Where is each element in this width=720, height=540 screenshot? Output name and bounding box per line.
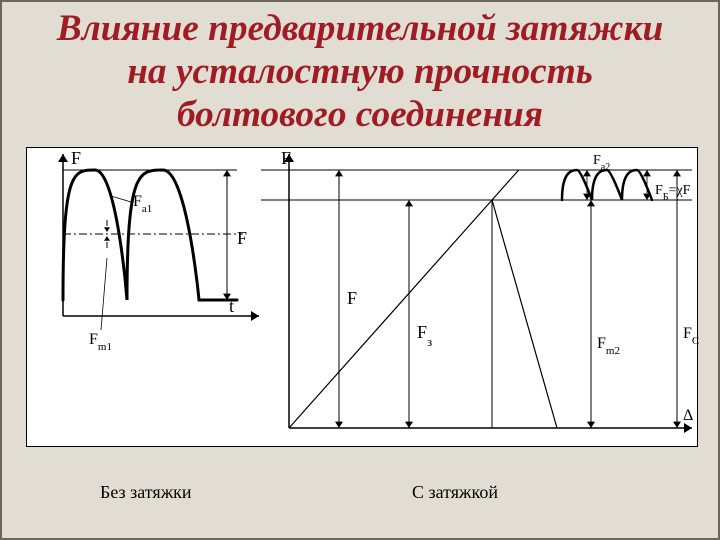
svg-text:F: F (71, 148, 81, 168)
svg-text:F: F (237, 228, 247, 248)
slide: Влияние предварительной затяжки на устал… (0, 0, 720, 540)
caption-left: Без затяжки (100, 483, 192, 503)
svg-text:FC: FC (683, 325, 699, 347)
figure-svg: FtFFa1Fm1FΔFFзFm2FCFa2FБ=χF (27, 148, 699, 448)
slide-title: Влияние предварительной затяжки на устал… (38, 8, 682, 137)
svg-text:F: F (281, 148, 291, 168)
caption-right: С затяжкой (412, 483, 502, 503)
svg-text:F: F (347, 288, 357, 308)
figure-panel: FtFFa1Fm1FΔFFзFm2FCFa2FБ=χF (26, 147, 698, 447)
svg-text:Fm1: Fm1 (89, 331, 112, 353)
svg-text:Δ: Δ (683, 407, 693, 424)
svg-text:Fm2: Fm2 (597, 335, 620, 357)
svg-text:Fa1: Fa1 (133, 193, 152, 215)
svg-text:Fз: Fз (417, 322, 432, 349)
